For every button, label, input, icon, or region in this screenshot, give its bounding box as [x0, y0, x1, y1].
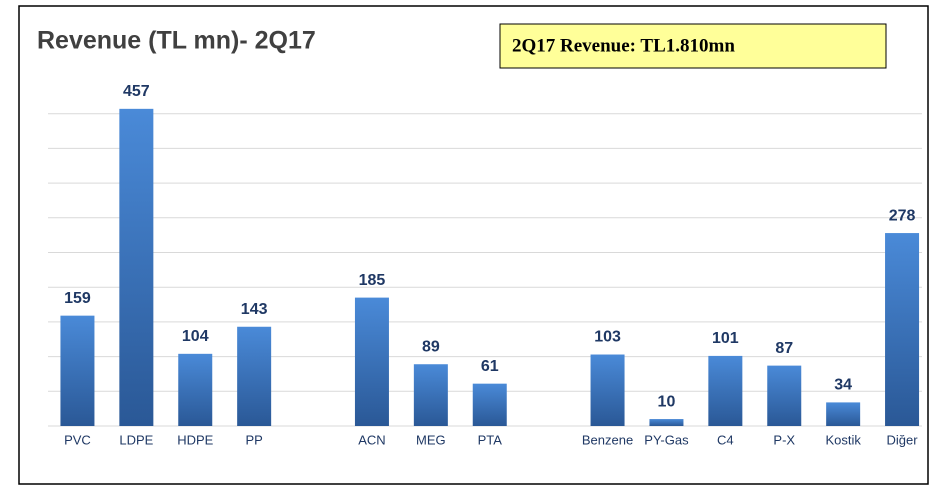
bar [708, 355, 743, 426]
x-tick-label: Benzene [582, 432, 633, 447]
x-tick-label: PTA [478, 432, 503, 447]
x-tick-label: LDPE [119, 432, 153, 447]
bar [590, 354, 625, 426]
data-label: 278 [889, 207, 916, 224]
data-label: 185 [359, 272, 386, 289]
bar [119, 108, 154, 426]
bar [767, 365, 802, 426]
data-label: 61 [481, 358, 499, 375]
data-label: 103 [594, 329, 621, 346]
annotation: 2Q17 Revenue: TL1.810mn [512, 35, 735, 56]
x-tick-label: HDPE [177, 432, 213, 447]
data-label: 457 [123, 83, 150, 100]
bar [354, 297, 389, 426]
x-tick-label: Diğer [887, 432, 919, 447]
chart-title: Revenue (TL mn)- 2Q17 [37, 27, 316, 55]
bar [178, 353, 213, 426]
annotation-box [499, 23, 887, 69]
bar [472, 383, 507, 426]
data-label: 10 [658, 393, 676, 410]
data-label: 89 [422, 338, 440, 355]
x-tick-label: Kostik [825, 432, 861, 447]
bar [237, 326, 272, 426]
data-label: 143 [241, 301, 268, 318]
bar [826, 402, 861, 426]
bar [60, 315, 95, 426]
data-label: 34 [834, 377, 852, 394]
bar [649, 419, 684, 426]
x-tick-label: P-X [773, 432, 795, 447]
data-label: 104 [182, 328, 209, 345]
x-tick-label: PVC [64, 432, 91, 447]
x-tick-label: ACN [358, 432, 385, 447]
x-tick-label: PP [245, 432, 262, 447]
bar [413, 364, 448, 426]
data-label: 159 [64, 290, 91, 307]
data-label: 101 [712, 330, 739, 347]
data-label: 87 [775, 340, 793, 357]
x-tick-label: MEG [416, 432, 446, 447]
x-tick-label: C4 [717, 432, 734, 447]
bar [885, 233, 920, 426]
x-tick-label: PY-Gas [644, 432, 689, 447]
